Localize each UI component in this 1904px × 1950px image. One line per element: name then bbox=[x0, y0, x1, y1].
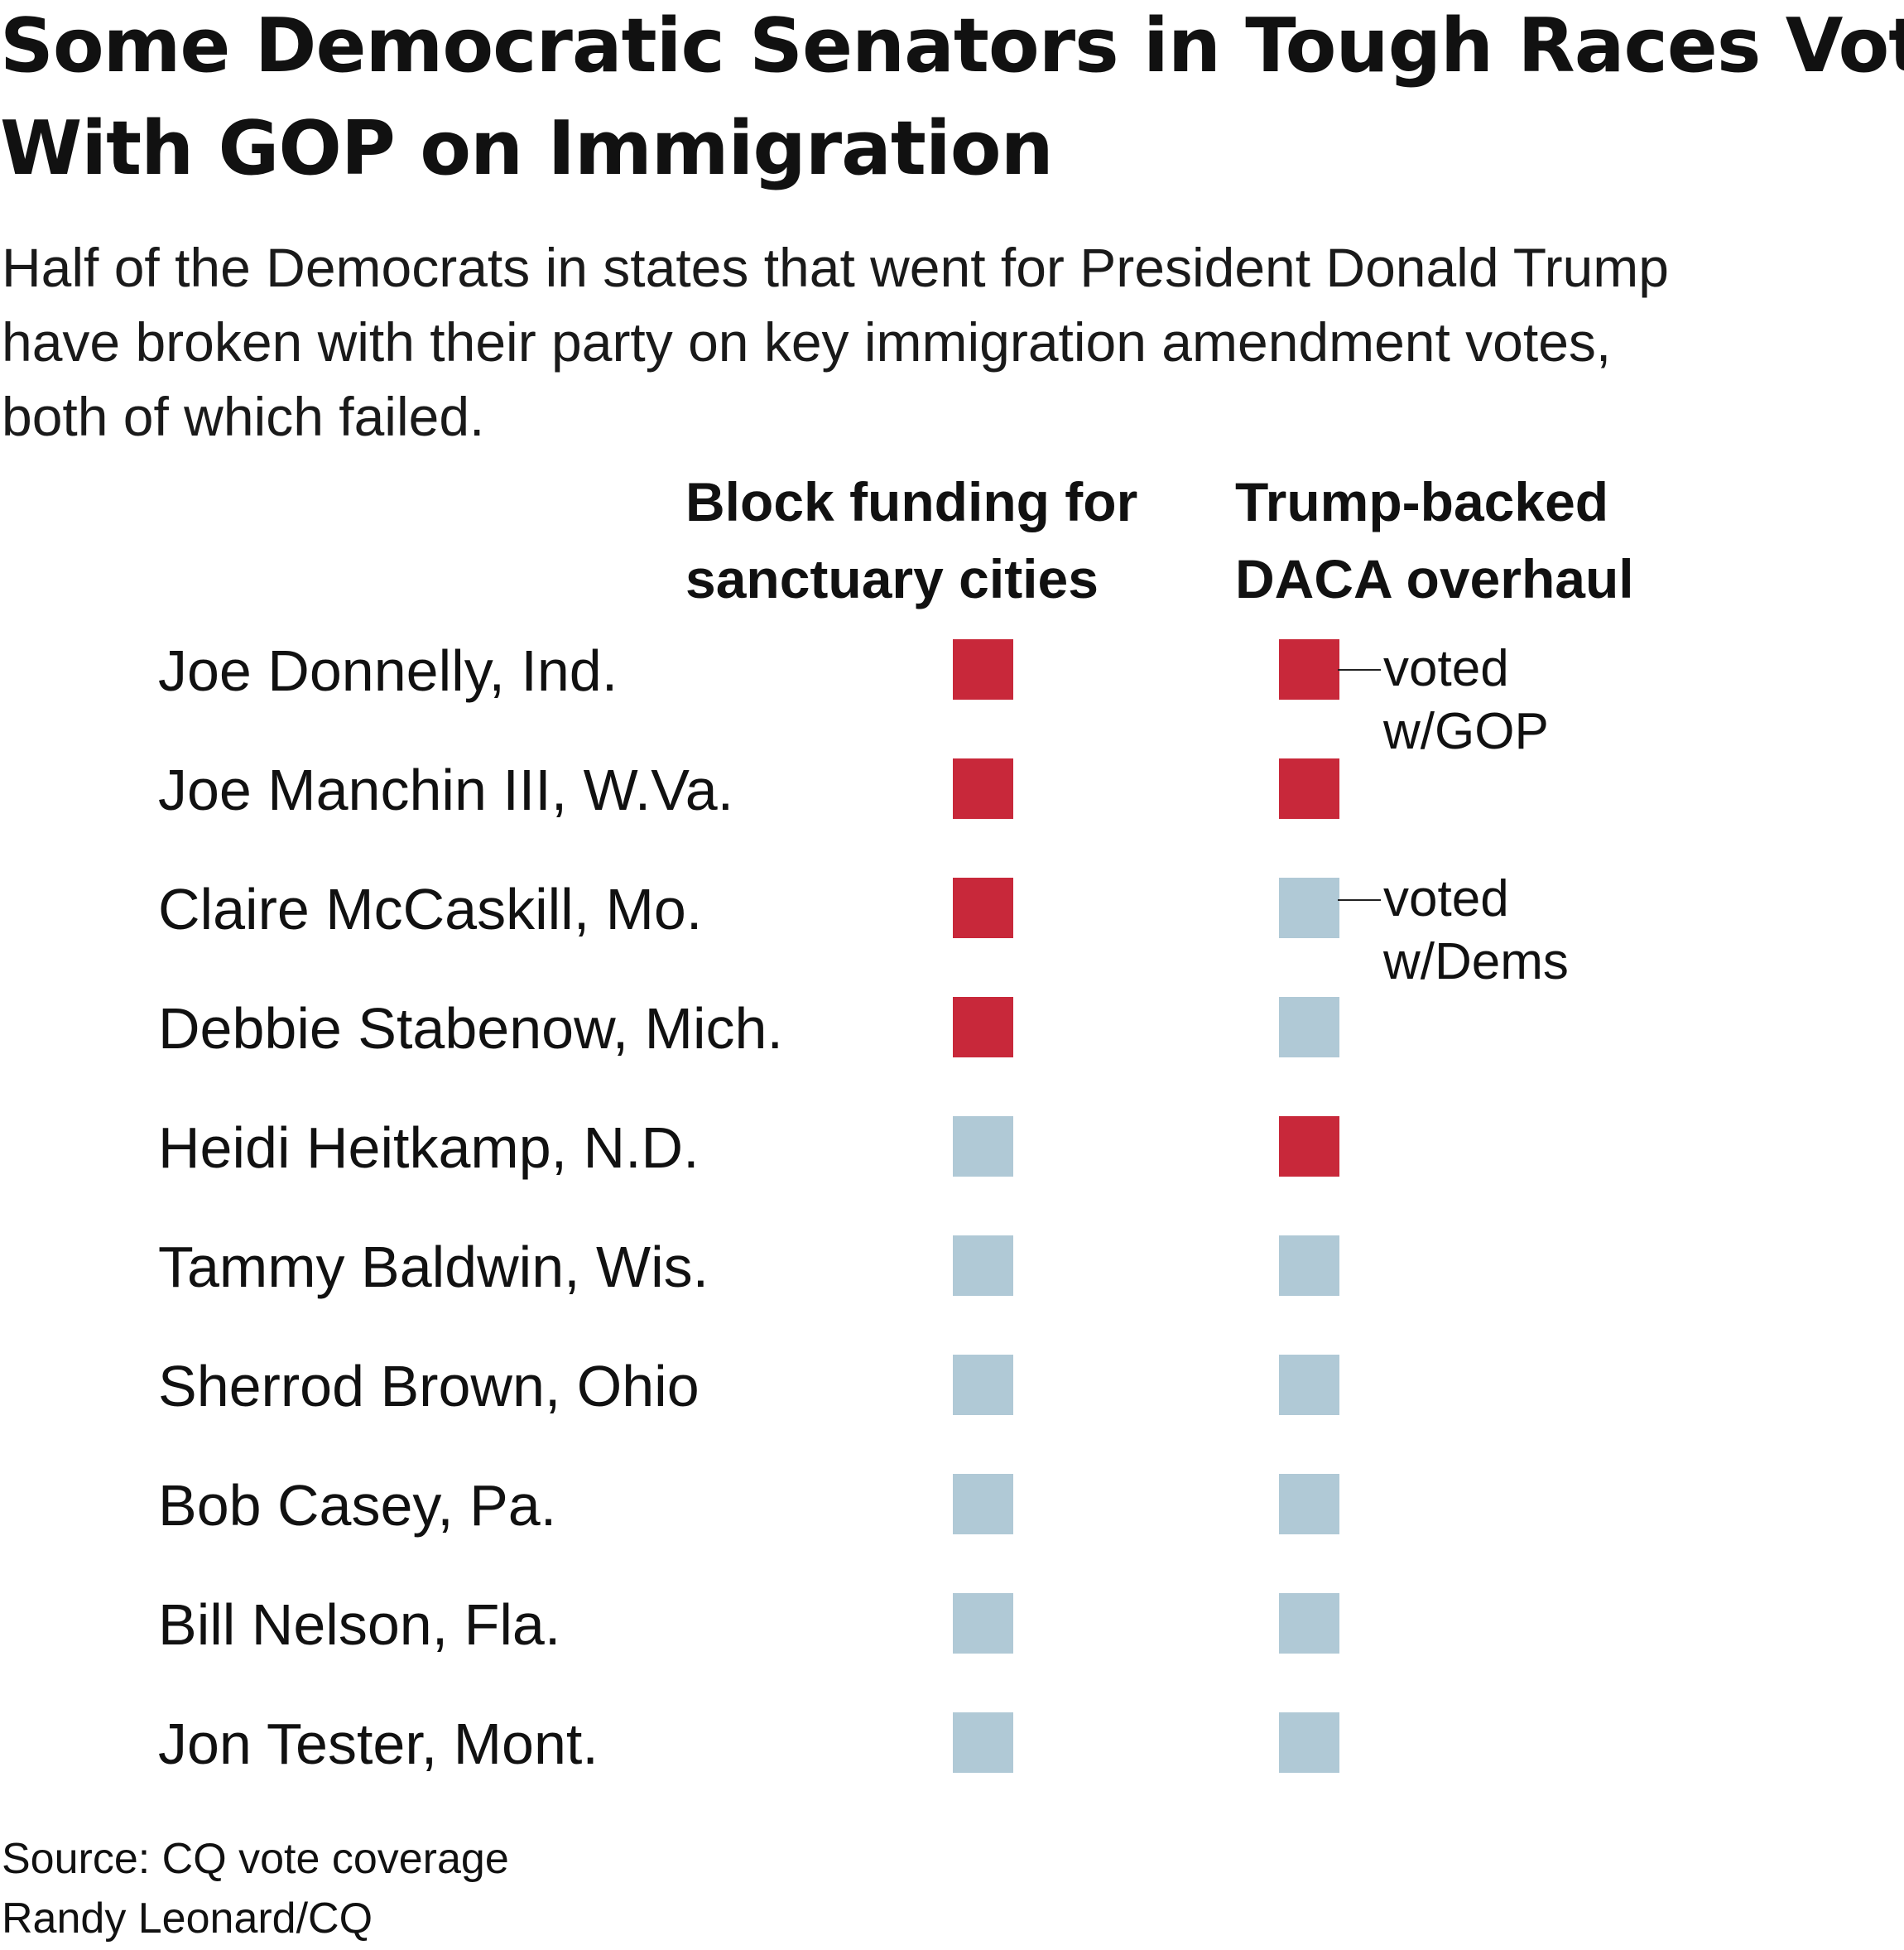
column-header-line: Block funding for bbox=[685, 471, 1138, 532]
vote-cell-voted-dems bbox=[953, 1355, 1013, 1415]
senator-name: Heidi Heitkamp, N.D. bbox=[158, 1115, 700, 1180]
senator-name: Joe Donnelly, Ind. bbox=[158, 638, 618, 703]
vote-cell-voted-dems bbox=[1279, 878, 1339, 938]
column-header-daca-overhaul: Trump-backed DACA overhaul bbox=[1235, 464, 1634, 618]
vote-cell-voted-dems bbox=[1279, 1593, 1339, 1654]
vote-cell-voted-dems bbox=[953, 1116, 1013, 1177]
vote-cell-voted-gop bbox=[953, 639, 1013, 700]
vote-cell-voted-gop bbox=[953, 997, 1013, 1057]
chart-subtitle: Half of the Democrats in states that wen… bbox=[2, 230, 1897, 454]
legend-text-line: voted bbox=[1383, 870, 1509, 927]
vote-cell-voted-dems bbox=[1279, 1235, 1339, 1296]
vote-cell-voted-gop bbox=[953, 758, 1013, 819]
vote-cell-voted-dems bbox=[953, 1474, 1013, 1534]
chart-title: Some Democratic Senators in Tough Races … bbox=[0, 0, 1904, 200]
chart-subtitle-line: have broken with their party on key immi… bbox=[2, 311, 1612, 373]
vote-cell-voted-dems bbox=[1279, 1355, 1339, 1415]
vote-cell-voted-dems bbox=[1279, 1712, 1339, 1773]
legend-leader-line-gop bbox=[1338, 669, 1381, 671]
legend-leader-line-dems bbox=[1338, 899, 1381, 901]
vote-cell-voted-dems bbox=[953, 1593, 1013, 1654]
chart-subtitle-line: Half of the Democrats in states that wen… bbox=[2, 237, 1669, 298]
senator-name: Tammy Baldwin, Wis. bbox=[158, 1235, 709, 1299]
vote-cell-voted-gop bbox=[1279, 758, 1339, 819]
column-header-line: Trump-backed bbox=[1235, 471, 1609, 532]
senator-name: Jon Tester, Mont. bbox=[158, 1712, 599, 1776]
senator-name: Sherrod Brown, Ohio bbox=[158, 1354, 700, 1418]
senator-name: Claire McCaskill, Mo. bbox=[158, 877, 703, 941]
vote-cell-voted-dems bbox=[1279, 1474, 1339, 1534]
vote-cell-voted-dems bbox=[953, 1712, 1013, 1773]
credit-note: Randy Leonard/CQ bbox=[2, 1895, 373, 1943]
senator-name: Bill Nelson, Fla. bbox=[158, 1592, 561, 1657]
legend-voted-gop: voted w/GOP bbox=[1383, 638, 1549, 763]
chart-title-line: With GOP on Immigration bbox=[0, 105, 1054, 192]
chart-title-line: Some Democratic Senators in Tough Races … bbox=[0, 2, 1904, 89]
senator-name: Bob Casey, Pa. bbox=[158, 1473, 557, 1538]
vote-cell-voted-gop bbox=[1279, 1116, 1339, 1177]
senator-name: Debbie Stabenow, Mich. bbox=[158, 996, 783, 1061]
vote-cell-voted-dems bbox=[953, 1235, 1013, 1296]
column-header-line: sanctuary cities bbox=[685, 548, 1099, 609]
senator-name: Joe Manchin III, W.Va. bbox=[158, 758, 734, 822]
source-note: Source: CQ vote coverage bbox=[2, 1835, 509, 1883]
legend-voted-dems: voted w/Dems bbox=[1383, 868, 1569, 994]
vote-cell-voted-gop bbox=[953, 878, 1013, 938]
legend-text-line: w/Dems bbox=[1383, 933, 1569, 990]
column-header-line: DACA overhaul bbox=[1235, 548, 1634, 609]
legend-text-line: w/GOP bbox=[1383, 703, 1549, 760]
legend-text-line: voted bbox=[1383, 640, 1509, 697]
column-header-sanctuary-cities: Block funding for sanctuary cities bbox=[685, 464, 1137, 618]
chart-subtitle-line: both of which failed. bbox=[2, 386, 485, 447]
vote-cell-voted-dems bbox=[1279, 997, 1339, 1057]
vote-cell-voted-gop bbox=[1279, 639, 1339, 700]
